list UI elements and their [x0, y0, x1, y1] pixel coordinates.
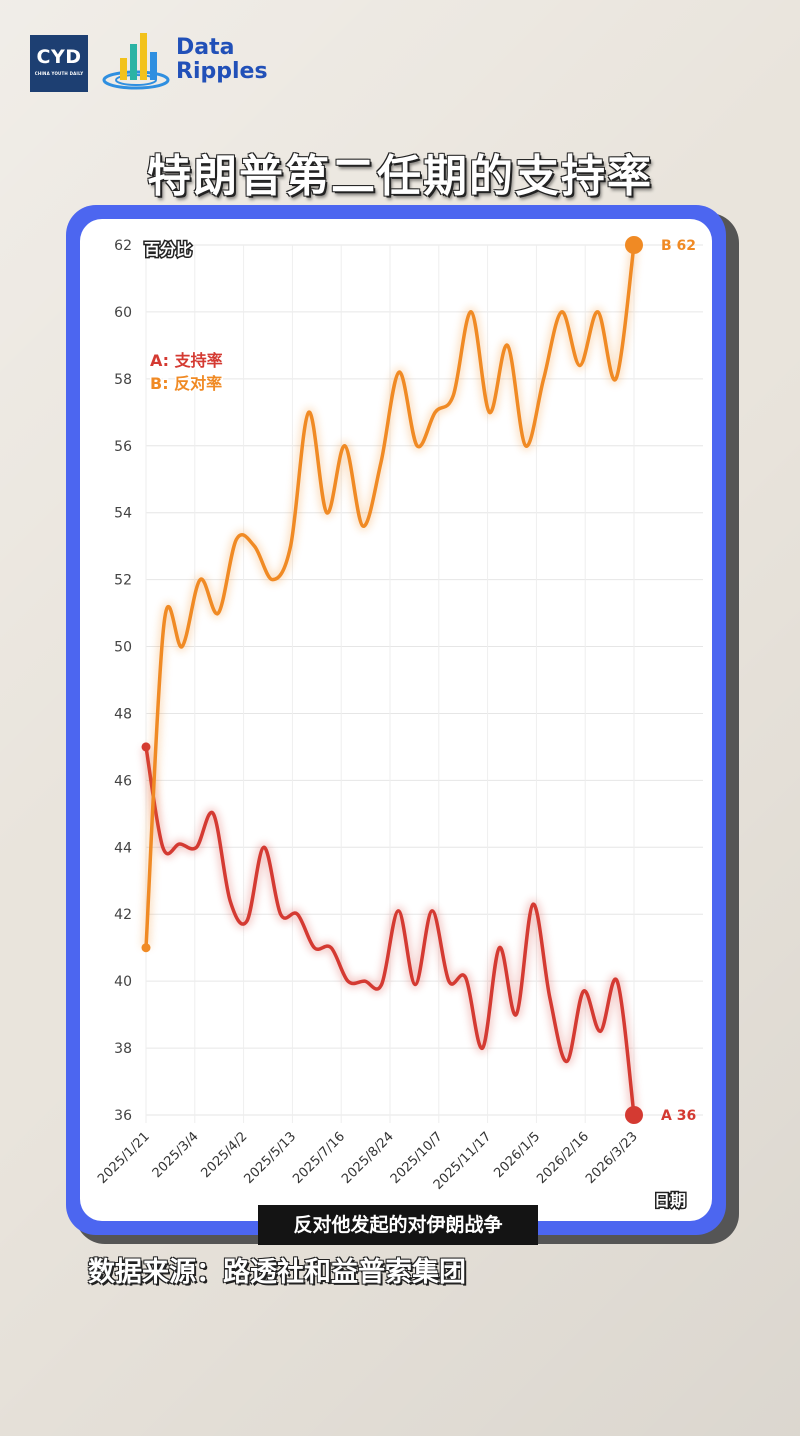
x-axis-label: 日期	[654, 1191, 686, 1210]
x-tick-label: 2025/8/24	[339, 1129, 397, 1187]
data-ripples-brand: Data Ripples	[176, 35, 268, 84]
x-tick-label: 2025/4/2	[199, 1129, 251, 1181]
cyd-logo-text: CYD	[36, 46, 82, 68]
y-tick-label: 42	[114, 907, 132, 923]
y-tick-label: 48	[114, 706, 132, 722]
series-disapproval-end-label: B 62	[661, 238, 696, 254]
y-tick-label: 50	[114, 640, 132, 656]
y-axis-label: 百分比	[144, 240, 192, 259]
x-tick-label: 2025/3/4	[150, 1129, 202, 1181]
series-approval-end-label: A 36	[661, 1108, 696, 1124]
x-tick-label: 2025/1/21	[95, 1129, 153, 1187]
y-tick-label: 40	[114, 974, 132, 990]
x-tick-label: 2025/5/13	[241, 1129, 299, 1187]
y-tick-label: 46	[114, 773, 132, 789]
y-tick-label: 54	[114, 506, 132, 522]
series-approval-start-point	[141, 742, 151, 752]
chart-card: 36 38 40 42 44 46 48 50 52 54 56 58 60 62 2025/1/21 202…	[80, 219, 712, 1221]
series-disapproval-line	[144, 243, 636, 950]
x-tick-label: 2026/2/16	[534, 1129, 592, 1187]
data-ripples-bars-icon	[102, 33, 170, 90]
data-source: 数据来源：路透社和益普索集团	[88, 1257, 466, 1288]
y-tick-label: 56	[114, 439, 132, 455]
line-chart: 36384042444648505254565860622025/1/21202…	[95, 236, 703, 1212]
legend-item-approval: A: 支持率	[150, 351, 223, 370]
y-tick-label: 62	[114, 238, 132, 254]
x-tick-label: 2026/3/23	[583, 1129, 641, 1187]
data-ripples-logo: Data Ripples	[102, 30, 282, 92]
legend-item-disapproval: B: 反对率	[150, 374, 222, 393]
x-tick-label: 2026/1/5	[491, 1129, 543, 1181]
series-approval-end-point	[625, 1106, 643, 1124]
series-approval-line	[144, 745, 636, 1117]
cyd-logo: CYD CHINA YOUTH DAILY	[30, 35, 88, 92]
caption-bar: 反对他发起的对伊朗战争	[258, 1205, 538, 1245]
y-tick-label: 38	[114, 1041, 132, 1057]
cyd-logo-subtext: CHINA YOUTH DAILY	[34, 71, 84, 76]
series-disapproval-end-point	[625, 236, 643, 254]
y-tick-label: 44	[114, 840, 132, 856]
y-tick-label: 36	[114, 1108, 132, 1124]
y-tick-label: 52	[114, 573, 132, 589]
x-tick-label: 2025/7/16	[290, 1129, 348, 1187]
y-tick-label: 58	[114, 372, 132, 388]
page-title: 特朗普第二任期的支持率	[147, 151, 653, 202]
y-tick-label: 60	[114, 305, 132, 321]
series-disapproval-start-point	[141, 943, 151, 953]
